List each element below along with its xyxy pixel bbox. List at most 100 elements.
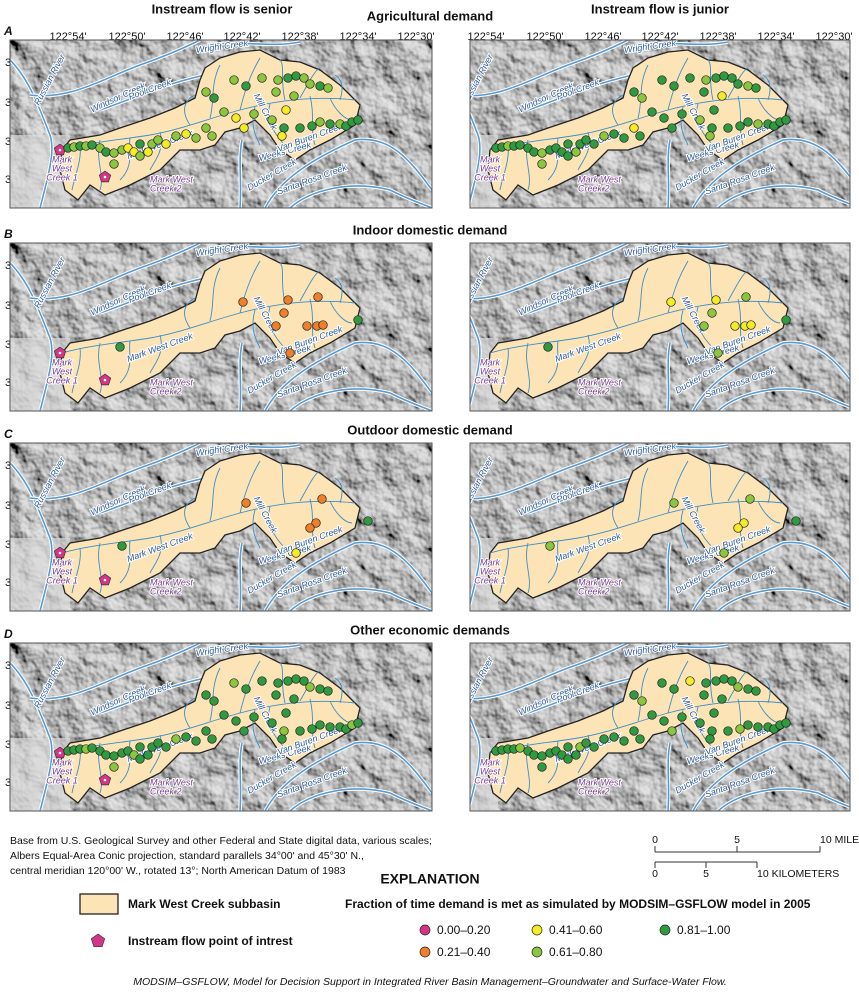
river (470, 515, 481, 607)
stream (762, 277, 771, 304)
site-marker (746, 320, 756, 330)
site-marker (277, 734, 287, 744)
instream-label: Creek 2 (578, 586, 610, 596)
site-marker (143, 147, 153, 157)
river (637, 244, 729, 249)
legend-class-label: 0.21–0.40 (437, 945, 491, 959)
site-marker (677, 109, 687, 119)
site-marker (135, 139, 145, 149)
instream-label: Creek 1 (46, 172, 78, 182)
site-marker (739, 518, 749, 528)
site-marker (305, 523, 315, 533)
instream-label: Creek 2 (578, 183, 610, 193)
map-frame (9, 642, 433, 812)
river (470, 643, 629, 700)
legend-label: Instream flow point of intrest (128, 934, 293, 948)
site-marker (161, 139, 171, 149)
site-marker (325, 722, 335, 732)
site-marker (229, 678, 239, 688)
river (29, 443, 201, 500)
site-marker (299, 73, 309, 83)
stream (149, 534, 162, 574)
site-marker (563, 151, 573, 161)
river (289, 588, 432, 611)
site-marker (599, 131, 609, 141)
panel-title: Agricultural demand (367, 8, 493, 23)
scale-label: 5 (734, 834, 740, 846)
instream-label: Creek 1 (46, 575, 78, 585)
site-marker (191, 133, 201, 143)
instream-label: Mark (480, 357, 500, 367)
stream (707, 59, 714, 101)
site-marker (267, 115, 277, 125)
site-marker (711, 73, 721, 83)
site-marker (201, 726, 211, 736)
site-marker (753, 722, 763, 732)
stream (71, 547, 81, 594)
legend-title: EXPLANATION (380, 871, 479, 887)
instream-point-center (58, 751, 62, 755)
site-marker (735, 121, 745, 131)
site-marker (87, 743, 97, 753)
legend-class-label: 0.61–0.80 (549, 945, 603, 959)
site-marker (229, 75, 239, 85)
site-marker (135, 742, 145, 752)
site-marker (629, 87, 639, 97)
site-marker (581, 738, 591, 748)
site-marker (659, 113, 669, 123)
site-marker (115, 342, 125, 352)
site-marker (563, 754, 573, 764)
river (29, 243, 201, 300)
instream-label: West (480, 163, 501, 173)
site-marker (101, 750, 111, 760)
site-marker (281, 708, 291, 718)
stream (762, 74, 771, 101)
site-marker (109, 751, 119, 761)
site-marker (609, 129, 619, 139)
site-marker (701, 75, 711, 85)
map-frame (9, 39, 433, 209)
stream (252, 309, 261, 349)
subbasin (487, 252, 789, 404)
site-marker (711, 676, 721, 686)
site-marker (699, 87, 709, 97)
site-marker (537, 762, 547, 772)
site-marker (733, 79, 743, 89)
stream (696, 103, 714, 146)
stream (119, 137, 131, 181)
instream-label: Mark West (578, 777, 621, 787)
site-marker (699, 321, 709, 331)
site-marker (635, 131, 645, 141)
site-marker (677, 712, 687, 722)
site-marker (537, 148, 547, 158)
site-marker (315, 720, 325, 730)
stream (61, 300, 356, 354)
site-marker (317, 494, 327, 504)
river (209, 444, 301, 449)
site-marker (201, 690, 211, 700)
site-marker (315, 81, 325, 91)
instream-point-center (103, 175, 107, 179)
site-marker (659, 716, 669, 726)
instream-label: Mark West (150, 377, 193, 387)
site-marker (609, 732, 619, 742)
instream-label: West (52, 566, 73, 576)
site-marker (249, 109, 259, 119)
site-marker (101, 147, 111, 157)
site-marker (231, 716, 241, 726)
instream-label: West (52, 163, 73, 173)
stream (707, 462, 714, 504)
site-marker (311, 518, 321, 528)
stream (299, 670, 321, 702)
site-marker (241, 684, 251, 694)
site-marker (257, 676, 267, 686)
instream-label: Mark West (150, 777, 193, 787)
site-marker (171, 131, 181, 141)
stream (637, 267, 649, 322)
site-marker (313, 292, 323, 302)
stream (757, 300, 781, 324)
site-marker (181, 129, 191, 139)
legend-marker (531, 924, 543, 936)
site-marker (537, 159, 547, 169)
